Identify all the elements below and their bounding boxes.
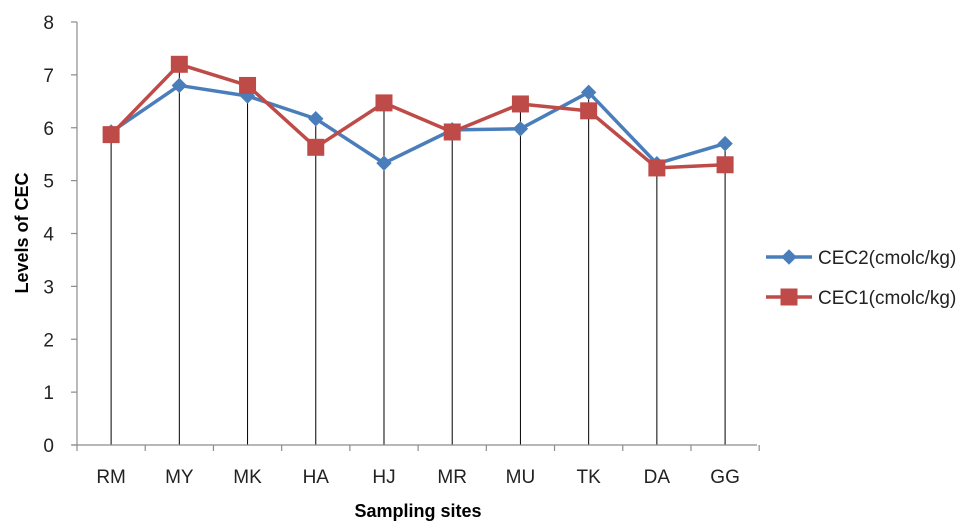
data-point-mu xyxy=(511,95,529,113)
y-tick-label: 6 xyxy=(43,119,54,140)
series-line xyxy=(110,83,726,166)
x-tick-label-mr: MR xyxy=(437,467,467,488)
data-point-da xyxy=(648,159,666,177)
y-tick-label: 8 xyxy=(43,13,54,34)
y-axis-title: Levels of CEC xyxy=(12,172,32,293)
y-tick-label: 2 xyxy=(43,330,54,351)
series-layer xyxy=(102,55,734,177)
data-point-hj xyxy=(376,155,392,171)
legend-item-cec2: CEC2(cmolc/kg) xyxy=(766,248,956,269)
data-point-gg xyxy=(716,156,734,174)
data-point-tk xyxy=(580,102,598,120)
drop-lines-layer xyxy=(110,64,726,445)
x-tick-label-ha: HA xyxy=(303,467,330,488)
data-point-rm xyxy=(102,126,120,144)
y-tick-label: 4 xyxy=(43,225,54,246)
data-point-mr xyxy=(443,123,461,141)
series-line xyxy=(109,62,726,170)
data-point-mk xyxy=(239,76,257,94)
y-tick-labels: 0 1 2 3 4 5 6 7 8 xyxy=(43,13,77,457)
data-point-hj xyxy=(375,94,393,112)
x-tick-label-rm: RM xyxy=(96,467,126,488)
legend: CEC2(cmolc/kg) CEC1(cmolc/kg) xyxy=(766,248,956,309)
y-tick-label: 1 xyxy=(43,383,54,404)
y-tick-label: 7 xyxy=(43,66,54,87)
y-tick-label: 3 xyxy=(43,277,54,298)
series-cec1 xyxy=(102,55,734,177)
x-axis-title: Sampling sites xyxy=(354,501,481,521)
data-point-gg xyxy=(717,135,733,152)
legend-item-cec1: CEC1(cmolc/kg) xyxy=(766,288,956,309)
data-point-mu xyxy=(512,121,529,137)
x-tick-label-mu: MU xyxy=(506,467,536,488)
x-tick-labels: RM MY MK HA HJ MR MU TK DA GG xyxy=(76,445,760,488)
data-point-my xyxy=(171,77,188,94)
legend-label: CEC2(cmolc/kg) xyxy=(818,248,956,269)
legend-swatch-marker xyxy=(781,249,797,265)
data-point-tk xyxy=(580,84,597,101)
y-tick-label: 0 xyxy=(43,436,54,457)
data-point-my xyxy=(170,55,188,73)
data-point-ha xyxy=(308,111,324,127)
x-tick-label-da: DA xyxy=(644,467,671,488)
x-tick-label-hj: HJ xyxy=(372,467,395,488)
y-tick-label: 5 xyxy=(43,172,54,193)
legend-swatch-marker xyxy=(780,288,798,306)
x-tick-label-gg: GG xyxy=(710,467,740,488)
data-point-ha xyxy=(307,138,325,156)
series-cec2 xyxy=(103,77,733,172)
x-tick-label-my: MY xyxy=(165,467,194,488)
x-tick-label-tk: TK xyxy=(577,467,602,488)
legend-label: CEC1(cmolc/kg) xyxy=(818,288,956,309)
x-tick-label-mk: MK xyxy=(233,467,262,488)
